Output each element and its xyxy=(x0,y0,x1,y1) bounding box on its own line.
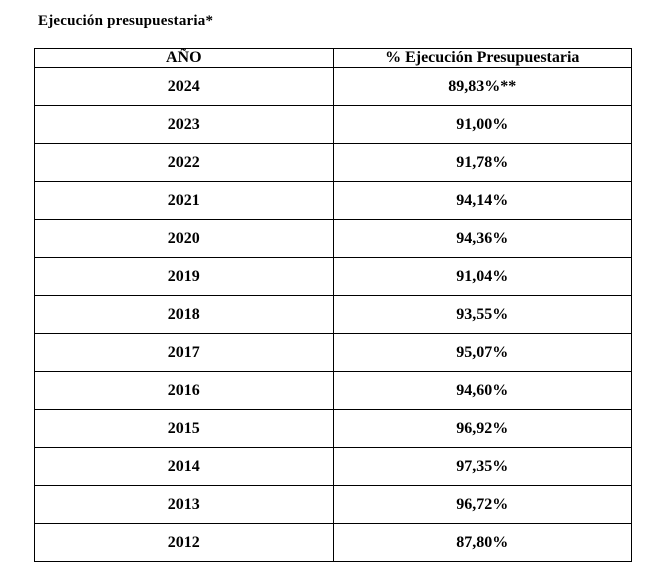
table-row: 2019 91,04% xyxy=(34,257,632,296)
percentage-cell: 96,92% xyxy=(332,409,632,448)
year-cell: 2018 xyxy=(34,295,334,334)
page-title: Ejecución presupuestaria* xyxy=(38,13,214,29)
table-row: 2021 94,14% xyxy=(34,181,632,220)
year-cell: 2017 xyxy=(34,333,334,372)
year-cell: 2015 xyxy=(34,409,334,448)
percentage-cell: 94,14% xyxy=(332,181,632,220)
year-cell: 2012 xyxy=(34,523,334,562)
percentage-cell: 91,04% xyxy=(332,257,632,296)
table-row: 2017 95,07% xyxy=(34,333,632,372)
percentage-cell: 94,60% xyxy=(332,371,632,410)
year-cell: 2019 xyxy=(34,257,334,296)
year-cell: 2020 xyxy=(34,219,334,258)
percentage-column-header: % Ejecución Presupuestaria xyxy=(332,48,632,68)
table-row: 2016 94,60% xyxy=(34,371,632,410)
budget-execution-table: AÑO % Ejecución Presupuestaria 2024 89,83… xyxy=(34,48,632,562)
percentage-cell: 94,36% xyxy=(332,219,632,258)
percentage-cell: 87,80% xyxy=(332,523,632,562)
percentage-cell: 97,35% xyxy=(332,447,632,486)
table-row: 2014 97,35% xyxy=(34,447,632,486)
table-header: AÑO % Ejecución Presupuestaria xyxy=(34,48,632,68)
percentage-cell: 95,07% xyxy=(332,333,632,372)
year-cell: 2022 xyxy=(34,143,334,182)
table-row: 2018 93,55% xyxy=(34,295,632,334)
table-row: 2022 91,78% xyxy=(34,143,632,182)
year-cell: 2023 xyxy=(34,105,334,144)
table-row: 2013 96,72% xyxy=(34,485,632,524)
year-cell: 2016 xyxy=(34,371,334,410)
table-row: 2020 94,36% xyxy=(34,219,632,258)
table-row: 2024 89,83%** xyxy=(34,67,632,106)
percentage-cell: 93,55% xyxy=(332,295,632,334)
year-cell: 2021 xyxy=(34,181,334,220)
percentage-cell: 96,72% xyxy=(332,485,632,524)
year-cell: 2024 xyxy=(34,67,334,106)
year-column-header: AÑO xyxy=(34,48,334,68)
table-row: 2012 87,80% xyxy=(34,523,632,562)
percentage-cell: 91,00% xyxy=(332,105,632,144)
table-row: 2015 96,92% xyxy=(34,409,632,448)
table-header-row: AÑO % Ejecución Presupuestaria xyxy=(34,48,632,68)
table-row: 2023 91,00% xyxy=(34,105,632,144)
table-body: 2024 89,83%** 2023 91,00% 2022 91,78% 2021 94,1… xyxy=(34,67,632,562)
year-cell: 2014 xyxy=(34,447,334,486)
percentage-cell: 89,83%** xyxy=(332,67,632,106)
year-cell: 2013 xyxy=(34,485,334,524)
percentage-cell: 91,78% xyxy=(332,143,632,182)
